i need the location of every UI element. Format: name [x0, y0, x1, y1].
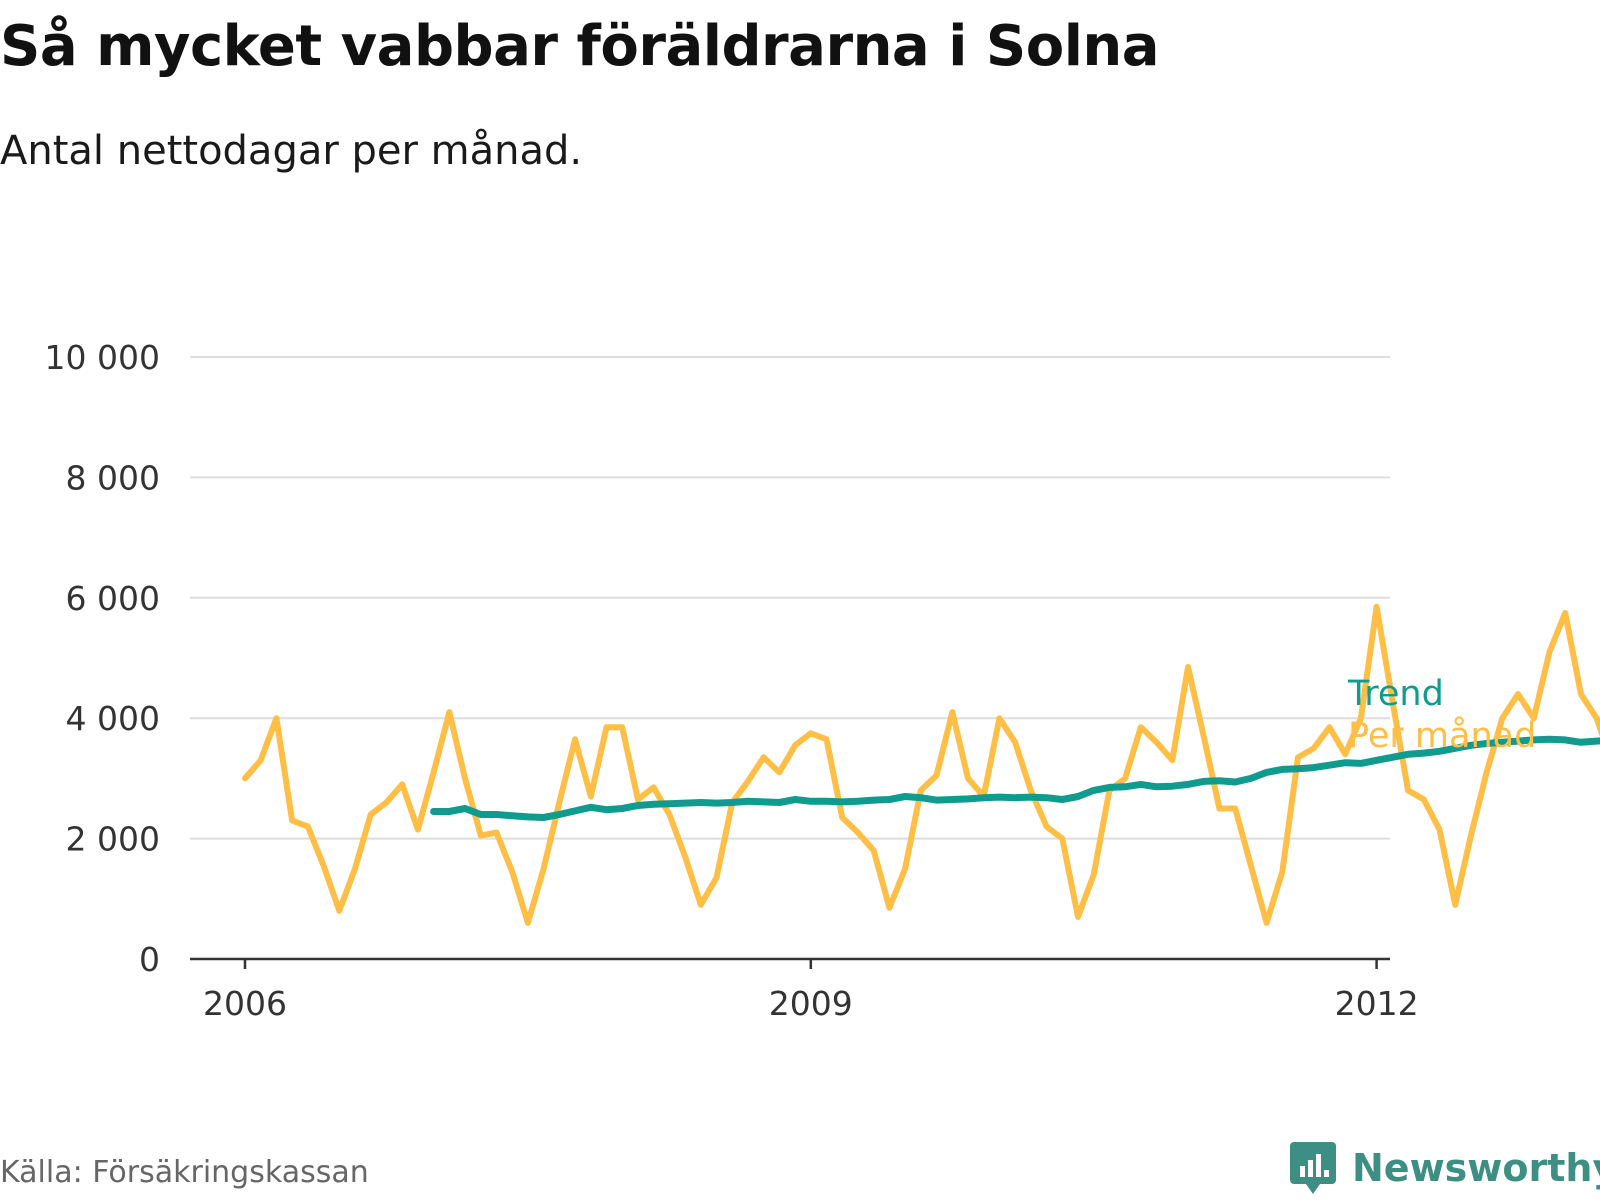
- x-tick-label: 2006: [203, 984, 287, 1023]
- y-tick-label: 2 000: [66, 820, 160, 859]
- chart-title: Så mycket vabbar föräldrarna i Solna: [0, 14, 1160, 79]
- x-tick-label: 2009: [769, 984, 853, 1023]
- series-label-trend: Trend: [1347, 674, 1444, 714]
- chart-subtitle: Antal nettodagar per månad.: [0, 128, 583, 174]
- y-tick-label: 4 000: [66, 699, 160, 738]
- y-tick-label: 10 000: [45, 338, 160, 377]
- y-tick-label: 0: [139, 940, 160, 979]
- series-line-per-manad: [242, 603, 1600, 926]
- series-label-per-manad: Per månad: [1348, 715, 1536, 756]
- bar-chart-speech-bubble-icon: [1290, 1142, 1336, 1194]
- series-line-trend: [430, 735, 1600, 821]
- source-note: Källa: Försäkringskassan: [0, 1155, 369, 1190]
- y-tick-label: 6 000: [66, 579, 160, 618]
- brand-name: Newsworthy: [1352, 1146, 1600, 1190]
- y-tick-label: 8 000: [66, 458, 160, 497]
- brand-logo: Newsworthy: [1288, 1140, 1600, 1196]
- x-tick-label: 2012: [1335, 984, 1419, 1023]
